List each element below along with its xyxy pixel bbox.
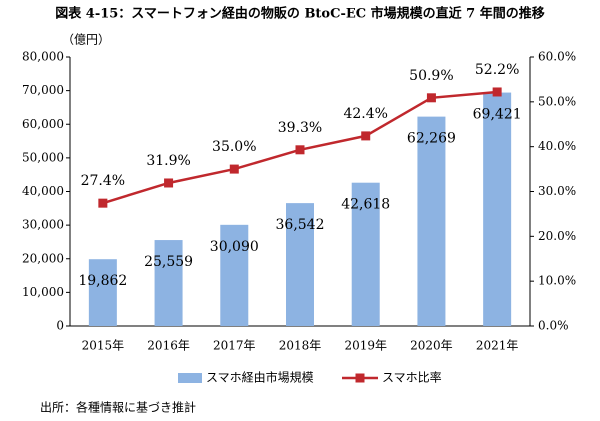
bar-value-label: 30,090 bbox=[210, 239, 259, 255]
y2-tick-label: 20.0% bbox=[538, 229, 576, 243]
chart-title: 図表 4-15：スマートフォン経由の物販の BtoC-EC 市場規模の直近 7 … bbox=[55, 6, 544, 22]
x-tick-label: 2019年 bbox=[344, 339, 387, 353]
y-axis-label: （億円） bbox=[62, 33, 110, 47]
y-tick-label: 40,000 bbox=[22, 184, 64, 198]
y2-tick-label: 0.0% bbox=[538, 319, 569, 333]
y2-tick-label: 40.0% bbox=[538, 139, 576, 153]
bar bbox=[483, 92, 512, 326]
line-value-label: 35.0% bbox=[212, 139, 256, 155]
legend-label: スマホ比率 bbox=[382, 370, 442, 385]
bar bbox=[286, 203, 314, 326]
bar-value-label: 62,269 bbox=[407, 131, 456, 147]
bar bbox=[154, 240, 183, 326]
line-value-label: 52.2% bbox=[475, 62, 519, 78]
x-tick-label: 2015年 bbox=[82, 339, 125, 353]
y-tick-label: 0 bbox=[56, 319, 64, 333]
bar-value-label: 25,559 bbox=[144, 254, 193, 270]
x-tick-label: 2016年 bbox=[147, 339, 190, 353]
bar bbox=[220, 224, 249, 326]
y-tick-label: 70,000 bbox=[22, 83, 64, 97]
y-tick-label: 10,000 bbox=[22, 285, 64, 299]
line-marker bbox=[295, 145, 305, 155]
y2-tick-label: 50.0% bbox=[538, 94, 576, 108]
bar-value-label: 69,421 bbox=[473, 107, 522, 123]
x-tick-label: 2020年 bbox=[410, 339, 453, 353]
bar-value-label: 36,542 bbox=[276, 217, 325, 233]
line-marker bbox=[426, 93, 436, 103]
legend-label: スマホ経由市場規模 bbox=[206, 370, 314, 385]
line-value-label: 27.4% bbox=[81, 173, 125, 189]
x-tick-label: 2017年 bbox=[213, 339, 256, 353]
line-value-label: 50.9% bbox=[409, 68, 453, 84]
line-value-label: 31.9% bbox=[146, 153, 190, 169]
line-marker bbox=[229, 164, 239, 174]
y-tick-label: 20,000 bbox=[22, 251, 64, 265]
legend-swatch bbox=[355, 373, 365, 383]
y2-tick-label: 60.0% bbox=[538, 50, 576, 64]
line-value-label: 42.4% bbox=[343, 106, 387, 122]
line-value-label: 39.3% bbox=[278, 120, 322, 136]
bar bbox=[351, 182, 380, 326]
x-tick-label: 2018年 bbox=[279, 339, 322, 353]
source-note: 出所：各種情報に基づき推計 bbox=[40, 400, 196, 415]
y-tick-label: 80,000 bbox=[22, 50, 64, 64]
y-tick-label: 30,000 bbox=[22, 218, 64, 232]
y2-tick-label: 30.0% bbox=[538, 184, 576, 198]
legend-swatch bbox=[178, 373, 202, 383]
x-tick-label: 2021年 bbox=[476, 339, 519, 353]
bar-value-label: 42,618 bbox=[341, 197, 390, 213]
line-marker bbox=[361, 131, 371, 141]
bar-value-label: 19,862 bbox=[78, 273, 127, 289]
y-tick-label: 50,000 bbox=[22, 150, 64, 164]
bar bbox=[88, 259, 117, 326]
bar bbox=[417, 116, 446, 327]
y2-tick-label: 10.0% bbox=[538, 274, 576, 288]
y-tick-label: 60,000 bbox=[22, 117, 64, 131]
line-marker bbox=[98, 198, 108, 208]
line-marker bbox=[492, 87, 502, 97]
line-marker bbox=[164, 178, 174, 188]
